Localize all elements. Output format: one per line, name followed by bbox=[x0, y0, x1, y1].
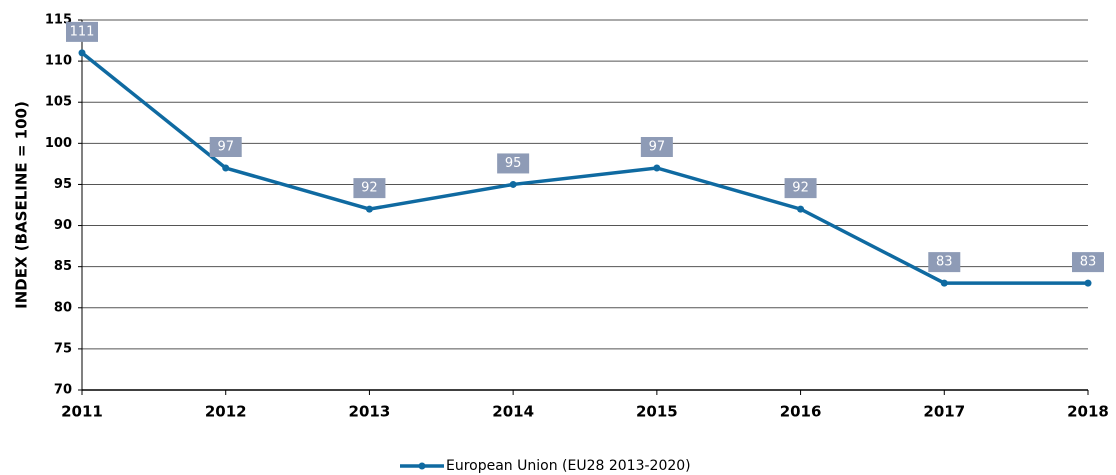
point bbox=[1084, 279, 1092, 287]
data-label: 92 bbox=[361, 181, 378, 196]
data-label-box bbox=[497, 153, 530, 174]
point bbox=[940, 279, 948, 287]
x-tick-label: 2017 bbox=[923, 403, 965, 421]
x-tick-label: 2013 bbox=[349, 403, 391, 421]
data-label: 95 bbox=[505, 156, 522, 171]
y-tick-label: 105 bbox=[45, 95, 72, 110]
data-label: 83 bbox=[1080, 255, 1097, 270]
point bbox=[365, 205, 373, 213]
y-tick-label: 95 bbox=[54, 177, 72, 192]
y-tick-label: 70 bbox=[54, 383, 72, 398]
data-label-box bbox=[209, 137, 242, 157]
data-label: 111 bbox=[70, 24, 95, 39]
y-tick-label: 75 bbox=[54, 341, 72, 356]
x-tick-label: 2018 bbox=[1067, 403, 1109, 421]
y-tick-label: 80 bbox=[54, 300, 72, 315]
y-tick-label: 110 bbox=[45, 54, 72, 69]
point bbox=[509, 180, 517, 188]
data-label: 97 bbox=[217, 140, 234, 155]
point bbox=[222, 164, 230, 172]
x-tick-label: 2016 bbox=[780, 403, 822, 421]
x-tick-label: 2011 bbox=[61, 403, 103, 421]
data-label-box bbox=[640, 137, 673, 157]
data-label: 83 bbox=[936, 255, 953, 270]
data-label-box bbox=[353, 178, 386, 199]
y-tick-label: 85 bbox=[54, 259, 72, 274]
point bbox=[653, 164, 661, 172]
y-tick-label: 100 bbox=[45, 136, 72, 151]
point bbox=[797, 205, 805, 213]
data-label: 97 bbox=[649, 140, 666, 155]
legend-marker bbox=[418, 462, 426, 470]
x-tick-label: 2012 bbox=[205, 403, 247, 421]
data-label-box bbox=[784, 178, 817, 199]
line bbox=[80, 51, 1088, 285]
legend-label: European Union (EU28 2013-2020) bbox=[446, 458, 691, 474]
x-tick-label: 2014 bbox=[492, 403, 534, 421]
y-tick-label: 115 bbox=[45, 13, 72, 28]
data-label-box bbox=[928, 252, 961, 273]
x-tick-label: 2015 bbox=[636, 403, 678, 421]
y-axis-label: INDEX (BASELINE = 100) bbox=[13, 101, 31, 309]
data-label-box bbox=[1072, 252, 1104, 273]
point bbox=[78, 49, 86, 57]
y-tick-label: 90 bbox=[54, 218, 72, 233]
data-label: 92 bbox=[792, 181, 809, 196]
data-label-box bbox=[66, 21, 98, 42]
